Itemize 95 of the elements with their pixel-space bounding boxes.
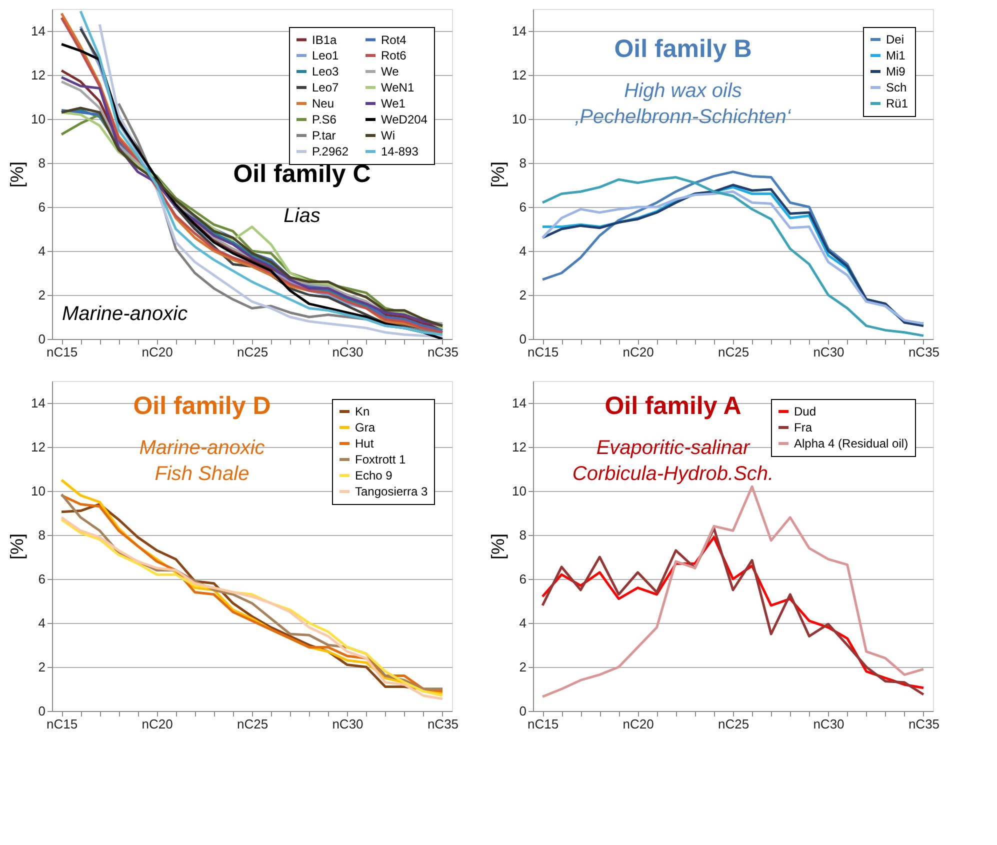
x-tick-label: nC15 xyxy=(527,344,559,360)
y-axis-title: [%] xyxy=(7,533,28,560)
y-tick-label: 6 xyxy=(38,200,46,214)
legend-label: IB1a xyxy=(312,32,338,47)
x-tick-label: nC20 xyxy=(622,716,654,732)
legend-label: P.tar xyxy=(312,128,336,142)
y-tick-label: 4 xyxy=(38,244,46,258)
y-tick-label: 2 xyxy=(519,288,526,302)
text: Oil family B xyxy=(614,35,752,63)
legend-label: WeD204 xyxy=(381,112,428,126)
text: High wax oils ‚Pechelbronn-Schichten‘ xyxy=(574,80,792,128)
x-tick-label: nC25 xyxy=(236,716,268,732)
legend-label: Kn xyxy=(355,404,370,418)
y-tick-label: 4 xyxy=(519,244,526,258)
y-tick-label: 10 xyxy=(512,484,526,498)
legend-label: Neu xyxy=(312,96,334,110)
y-tick-label: 14 xyxy=(31,24,46,38)
y-tick-label: 4 xyxy=(519,616,526,630)
legend-label: Dud xyxy=(794,404,816,418)
legend-label: Dei xyxy=(886,32,904,46)
y-axis-title: [%] xyxy=(7,161,28,188)
y-tick-label: 4 xyxy=(38,616,46,630)
legend-label: Hut xyxy=(355,436,374,450)
y-tick-label: 2 xyxy=(38,660,46,674)
legend-label: P.2962 xyxy=(312,144,349,158)
y-tick-label: 0 xyxy=(519,332,526,346)
legend-label: Leo1 xyxy=(312,48,340,62)
legend-label: Foxtrott 1 xyxy=(355,452,406,466)
x-tick-label: nC35 xyxy=(427,344,459,360)
text: Evaporitic-salinar Corbicula-Hydrob.Sch. xyxy=(572,437,774,485)
y-tick-label: 10 xyxy=(512,112,526,126)
y-tick-label: 2 xyxy=(519,660,526,674)
x-tick-label: nC35 xyxy=(908,344,940,360)
y-tick-label: 6 xyxy=(519,200,526,214)
y-tick-label: 14 xyxy=(512,24,526,38)
legend-label: P.S6 xyxy=(312,112,337,126)
x-tick-label: nC30 xyxy=(332,716,364,732)
text: Lias xyxy=(284,205,320,227)
y-tick-label: 8 xyxy=(38,156,46,170)
legend-label: Rot6 xyxy=(381,48,407,62)
y-tick-label: 0 xyxy=(519,704,526,718)
x-tick-label: nC30 xyxy=(813,344,844,360)
legend-label: We xyxy=(381,64,400,78)
y-axis-title: [%] xyxy=(488,161,508,188)
y-tick-label: 8 xyxy=(38,528,46,542)
legend-label: Alpha 4 (Residual oil) xyxy=(794,436,908,450)
y-tick-label: 6 xyxy=(519,572,526,586)
y-tick-label: 12 xyxy=(512,440,526,454)
x-tick-label: nC15 xyxy=(46,716,78,732)
legend-label: Gra xyxy=(355,420,376,434)
legend-label: Mi9 xyxy=(886,64,906,78)
legend-label: Wi xyxy=(381,128,395,142)
legend-label: Leo7 xyxy=(312,80,340,94)
y-tick-label: 10 xyxy=(31,112,46,126)
legend-label: 14-893 xyxy=(381,144,419,158)
x-tick-label: nC20 xyxy=(142,344,173,360)
y-tick-label: 12 xyxy=(31,440,46,454)
y-tick-label: 12 xyxy=(31,68,46,82)
x-tick-label: nC20 xyxy=(622,344,654,360)
legend-label: Rü1 xyxy=(886,96,908,110)
y-tick-label: 12 xyxy=(512,68,526,82)
x-tick-label: nC20 xyxy=(142,716,173,732)
legend-label: WeN1 xyxy=(381,80,414,94)
y-tick-label: 8 xyxy=(519,156,526,170)
legend-label: Mi1 xyxy=(886,48,906,62)
x-tick-label: nC35 xyxy=(908,716,940,732)
y-tick-label: 8 xyxy=(519,528,526,542)
text: Oil family C xyxy=(233,160,371,188)
x-tick-label: nC15 xyxy=(527,716,559,732)
y-tick-label: 6 xyxy=(38,572,46,586)
y-axis-title: [%] xyxy=(488,533,508,560)
x-tick-label: nC25 xyxy=(718,344,750,360)
x-tick-label: nC30 xyxy=(813,716,844,732)
legend-label: Echo 9 xyxy=(355,468,393,482)
y-tick-label: 0 xyxy=(38,704,46,718)
y-tick-label: 10 xyxy=(31,484,46,498)
x-tick-label: nC25 xyxy=(718,716,750,732)
x-tick-label: nC30 xyxy=(332,344,364,360)
x-tick-label: nC25 xyxy=(236,344,268,360)
y-tick-label: 14 xyxy=(31,396,46,410)
legend-label: Rot4 xyxy=(381,32,407,47)
y-tick-label: 14 xyxy=(512,396,526,410)
annotation: Marine-anoxic xyxy=(62,303,188,325)
y-tick-label: 2 xyxy=(38,288,46,302)
chart-title: Oil family D xyxy=(133,392,271,420)
legend-label: Fra xyxy=(794,420,812,434)
text: Marine-anoxic Fish Shale xyxy=(139,437,265,485)
x-tick-label: nC35 xyxy=(427,716,459,732)
y-tick-label: 0 xyxy=(38,332,46,346)
chart-title: Oil family A xyxy=(604,392,742,420)
legend-label: Tangosierra 3 xyxy=(355,484,428,498)
x-tick-label: nC15 xyxy=(46,344,78,360)
legend-label: Leo3 xyxy=(312,64,340,78)
legend-label: Sch xyxy=(886,80,907,94)
legend-label: We1 xyxy=(381,96,406,110)
